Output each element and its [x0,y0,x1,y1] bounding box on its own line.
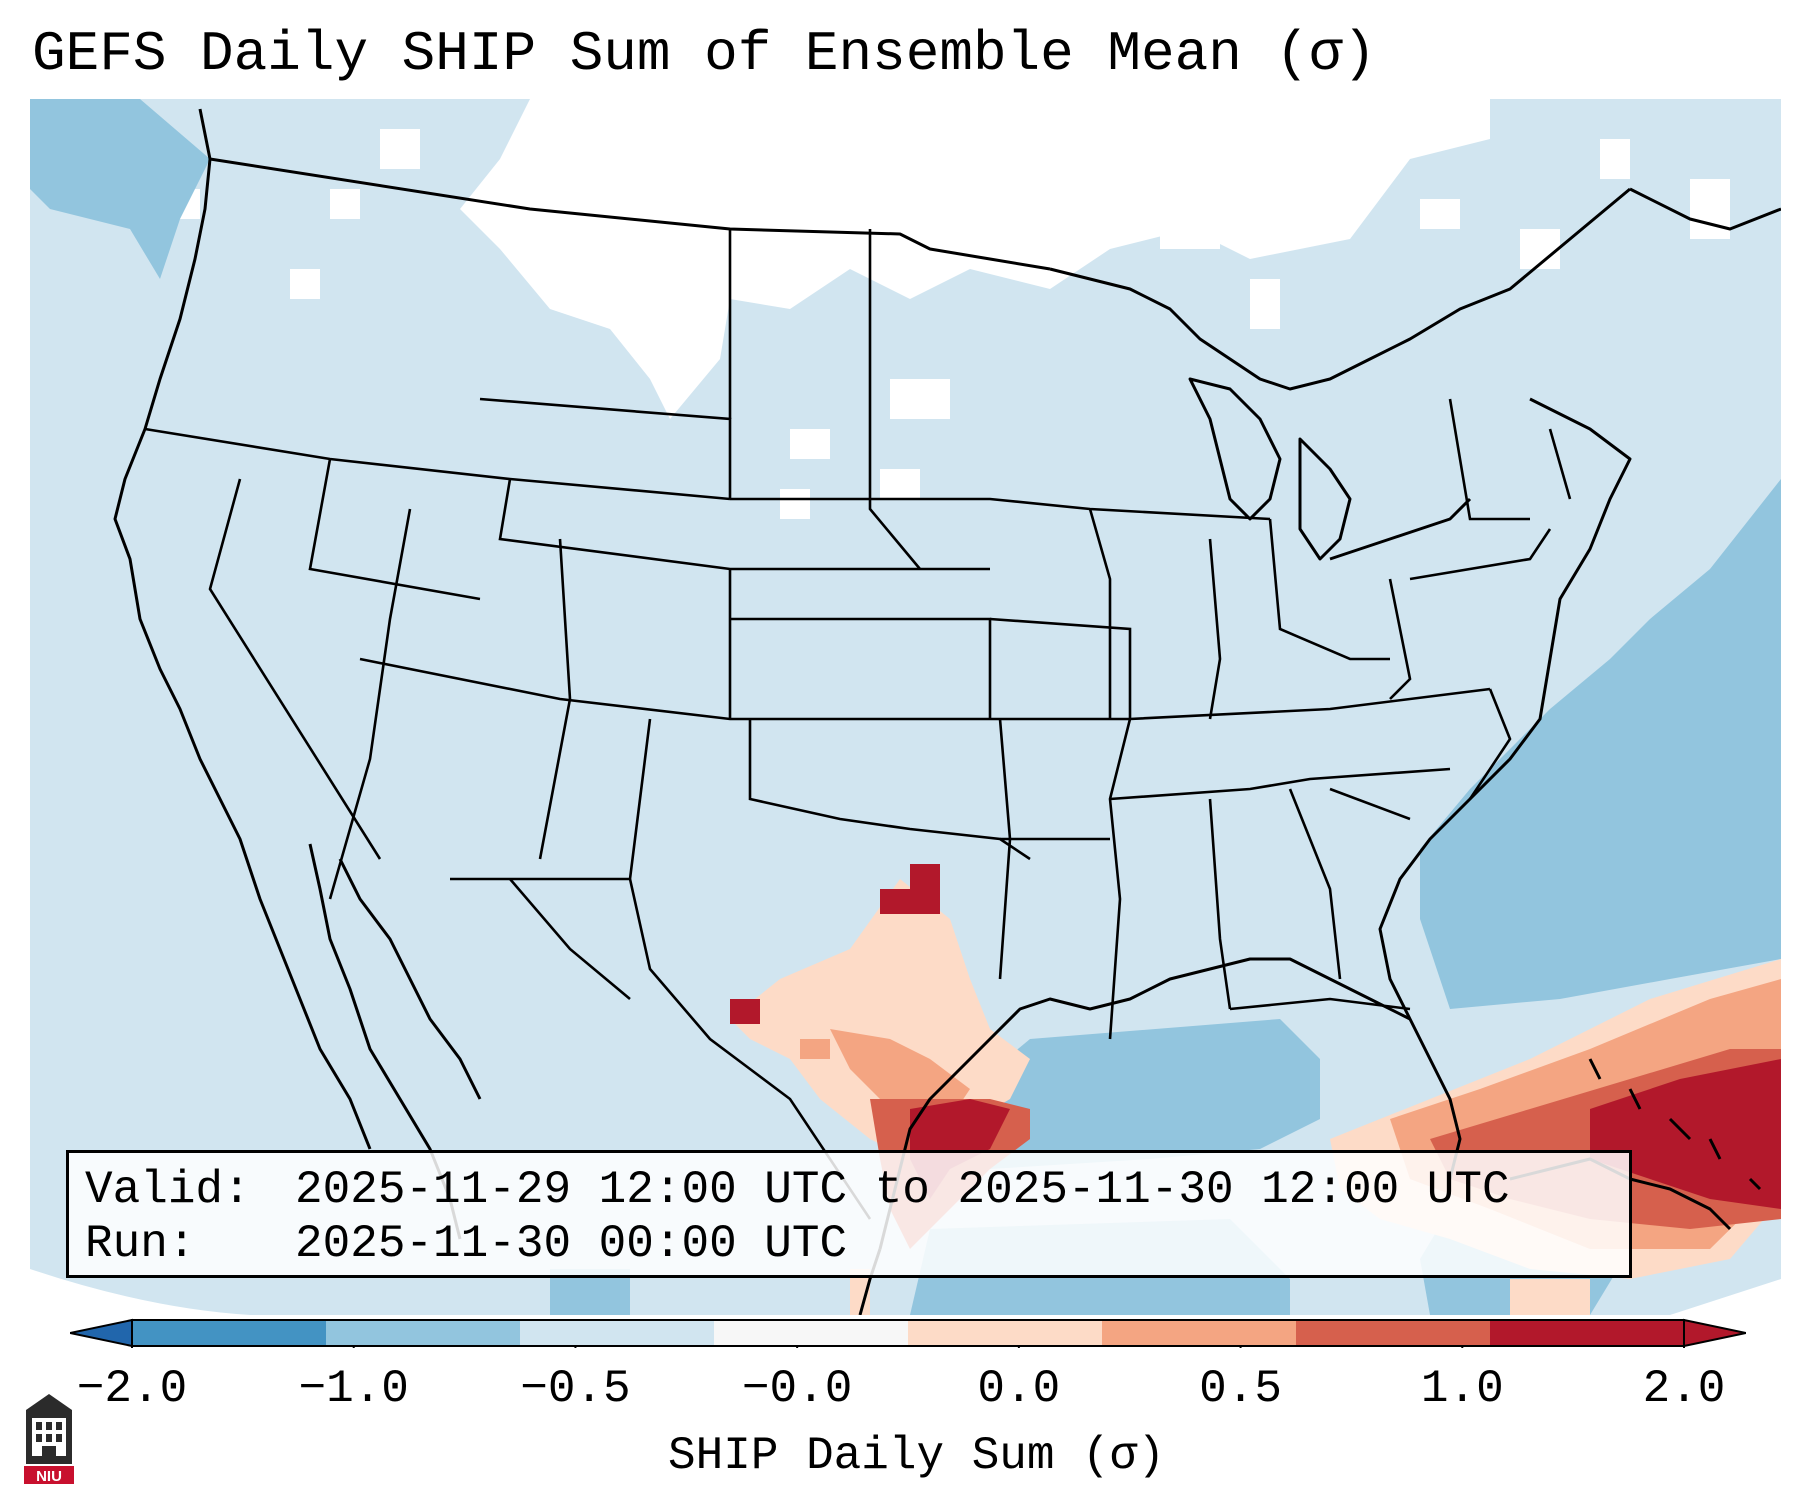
run-line: Run: 2025-11-30 00:00 UTC [85,1217,1629,1271]
colorbar-tick-label: 0.0 [977,1363,1061,1415]
colorbar-segment [132,1320,327,1346]
colorbar [69,1318,1747,1348]
colorbar-segment [1296,1320,1491,1346]
map-title: GEFS Daily SHIP Sum of Ensemble Mean (σ) [32,22,1377,86]
colorbar-tick-label: 2.0 [1642,1363,1726,1415]
colorbar-segment [520,1320,715,1346]
ship-map [30,99,1781,1315]
niu-logo-icon: NIU [20,1392,78,1486]
projection-edge-right [1670,1279,1781,1315]
colorbar-segment [1490,1320,1685,1346]
colorbar-tick-label: −1.0 [298,1363,409,1415]
valid-label: Valid: [85,1164,251,1216]
run-value: 2025-11-30 00:00 UTC [295,1218,848,1270]
colorbar-segment [908,1320,1103,1346]
valid-line: Valid: 2025-11-29 12:00 UTC to 2025-11-30… [85,1163,1629,1217]
colorbar-segment [714,1320,909,1346]
projection-edge-left [30,1269,250,1315]
colorbar-segment [1102,1320,1297,1346]
colorbar-extend-high [1683,1318,1747,1348]
niu-logo-text: NIU [36,1468,62,1485]
colorbar-border [131,1319,1685,1347]
map-panel [30,99,1781,1315]
colorbar-tick-label: 1.0 [1420,1363,1504,1415]
colorbar-tick-label: −0.0 [741,1363,853,1415]
colorbar-tick-label: −0.5 [520,1363,631,1415]
colorbar-tick-label: −2.0 [76,1363,188,1415]
state-borders [144,229,1572,1220]
colorbar-tick-label: 0.5 [1199,1363,1282,1415]
colorbar-extend-low [69,1318,133,1348]
near-zero-region-north [170,99,1730,519]
colorbar-svg [69,1318,1747,1348]
colorbar-label: SHIP Daily Sum (σ) [668,1430,1165,1482]
run-label: Run: [85,1218,196,1270]
validity-info-box: Valid: 2025-11-29 12:00 UTC to 2025-11-30… [66,1150,1632,1278]
valid-value: 2025-11-29 12:00 UTC to 2025-11-30 12:00… [295,1164,1510,1216]
colorbar-segment [326,1320,521,1346]
